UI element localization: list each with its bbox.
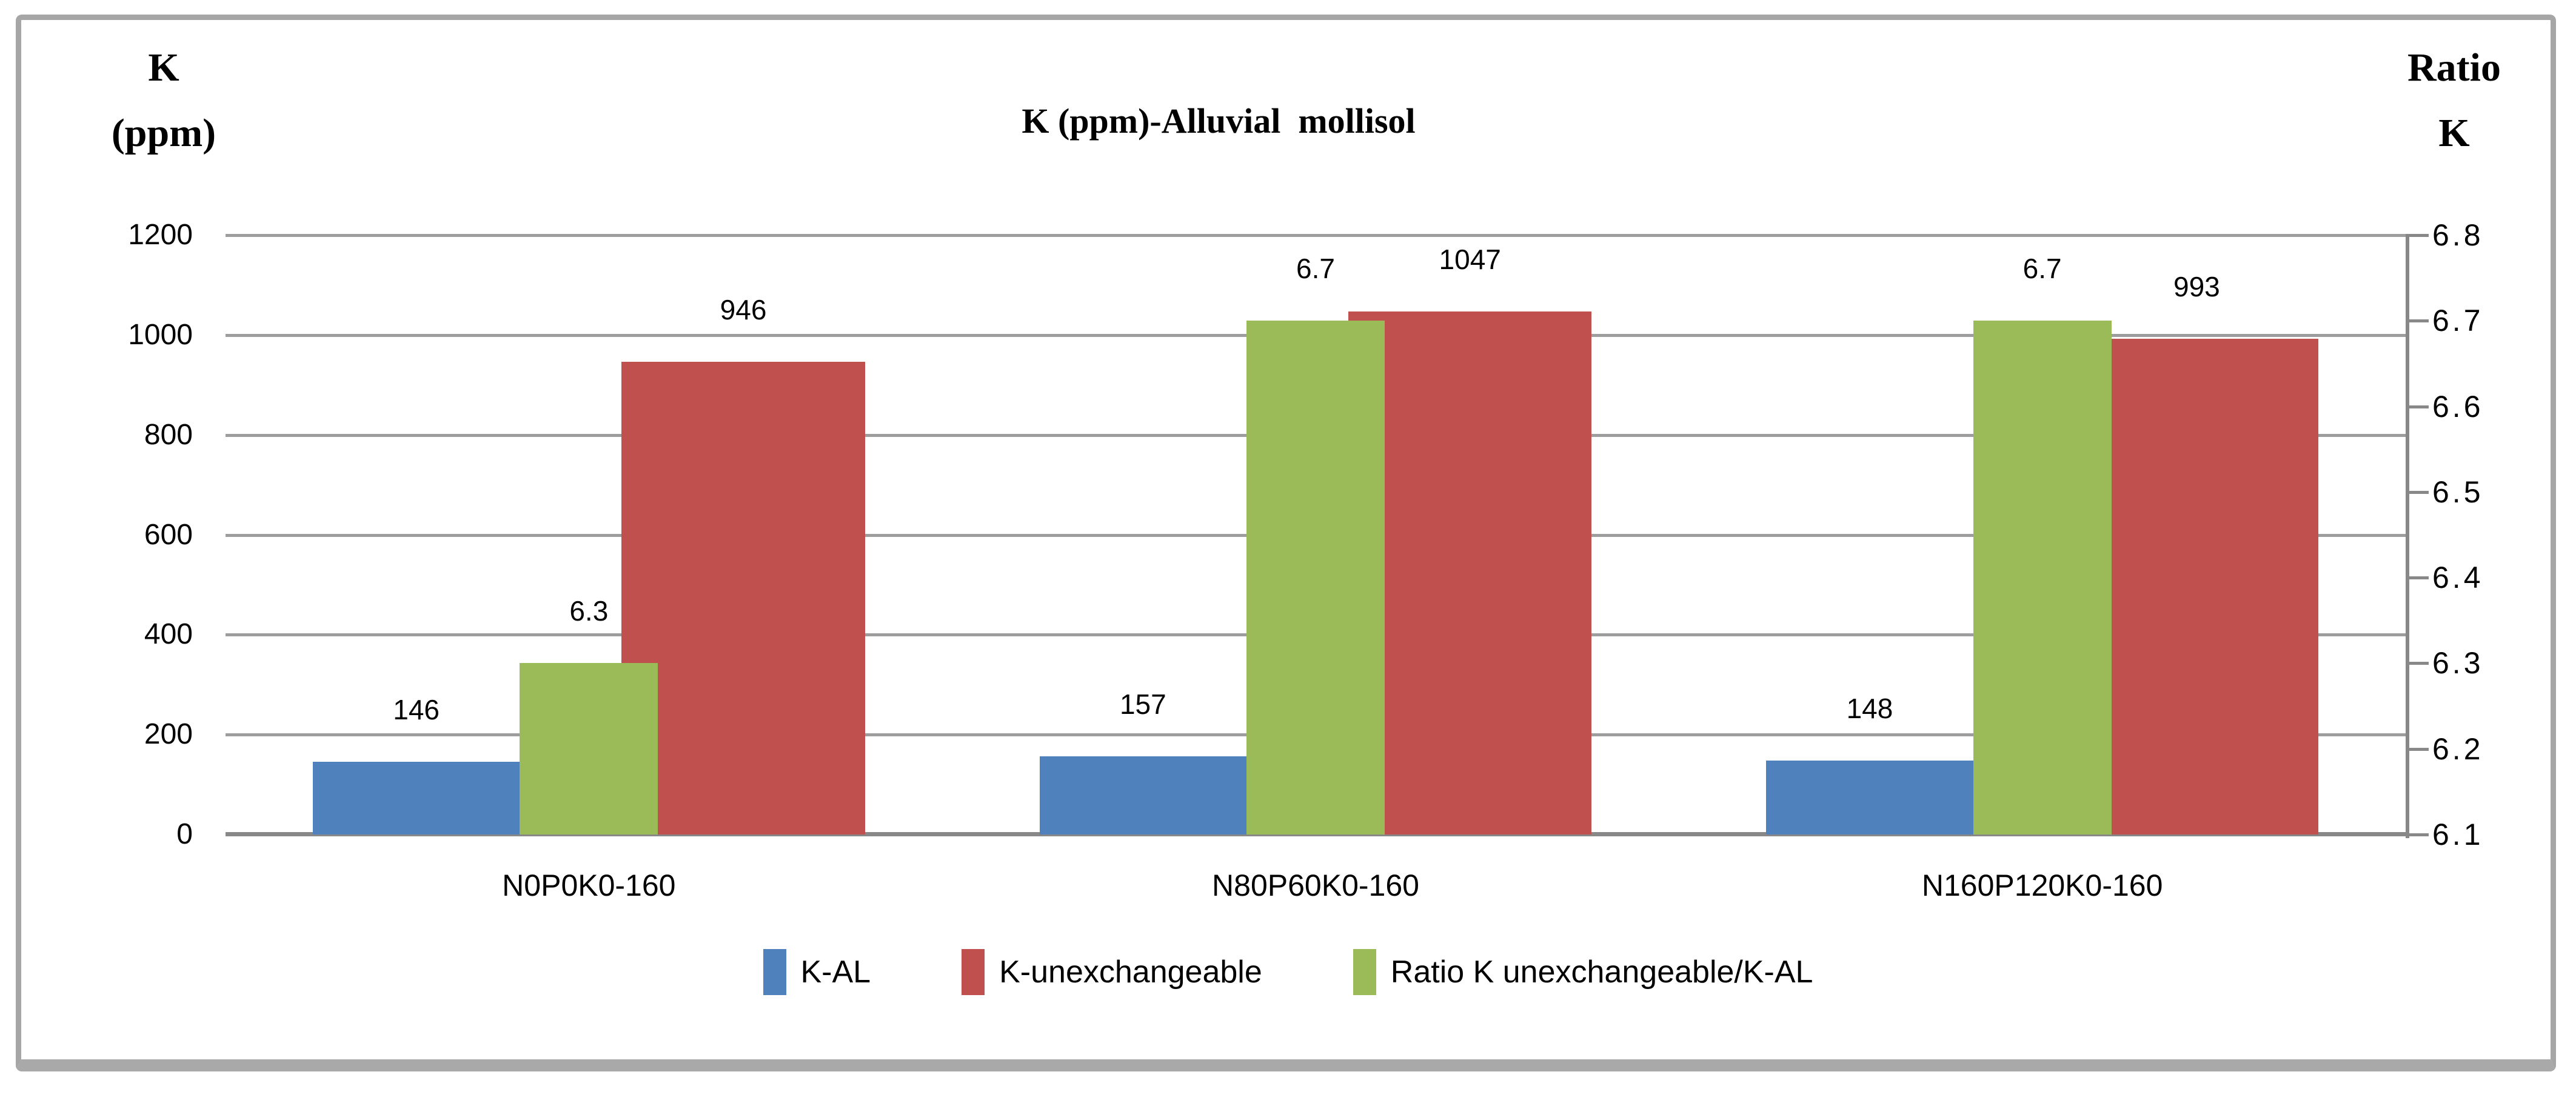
right-axis-line	[2406, 235, 2409, 838]
category-label-n160p120k0-160: N160P120K0-160	[1921, 868, 2163, 902]
right-axis-tick-6.2	[2406, 747, 2429, 751]
data-label-993-n160p120k0-160: 993	[2173, 270, 2220, 302]
right-axis-tick-label-6.6: 6.6	[2432, 389, 2484, 424]
legend-label-k-al: K-AL	[800, 954, 871, 990]
right-axis-tick-label-6.5: 6.5	[2432, 475, 2484, 509]
right-axis-tick-6.8	[2406, 234, 2429, 237]
right-axis-tick-label-6.7: 6.7	[2432, 304, 2484, 338]
left-axis-tick-label-600: 600	[144, 518, 193, 551]
left-axis-tick-label-800: 800	[144, 418, 193, 451]
right-axis-tick-6.5	[2406, 490, 2429, 494]
left-axis-title: K (ppm)	[61, 35, 267, 166]
bar-k-unexchangeable-n0p0k0-160	[621, 362, 865, 834]
data-label-6.7-n80p60k0-160: 6.7	[1296, 253, 1335, 285]
left-axis-title-line2: (ppm)	[111, 111, 216, 155]
left-axis-tick-label-1200: 1200	[128, 219, 193, 251]
legend: K-AL K-unexchangeable Ratio K unexchangeab…	[0, 943, 2576, 1001]
right-axis-tick-6.1	[2406, 833, 2429, 836]
data-label-157-n80p60k0-160: 157	[1119, 688, 1166, 720]
right-axis-tick-6.4	[2406, 576, 2429, 580]
legend-label-ratio-k-unexchangeable-k-al: Ratio K unexchangeable/K-AL	[1390, 954, 1813, 990]
category-label-n0p0k0-160: N0P0K0-160	[502, 868, 676, 902]
legend-item-k-al: K-AL	[763, 949, 871, 995]
legend-label-k-unexchangeable: K-unexchangeable	[999, 954, 1262, 990]
right-axis-title-line2: K	[2438, 111, 2470, 155]
right-axis-title: Ratio K	[2351, 35, 2557, 166]
right-axis-tick-6.7	[2406, 319, 2429, 323]
data-label-148-n160p120k0-160: 148	[1846, 693, 1893, 725]
bar-k-al-n80p60k0-160	[1039, 756, 1247, 834]
right-axis-title-line1: Ratio	[2407, 45, 2501, 90]
data-label-6.3-n0p0k0-160: 6.3	[569, 595, 609, 627]
bar-ratio-k-unexchangeable-k-al-n160p120k0-160	[1973, 321, 2112, 834]
left-axis-title-line1: K	[148, 45, 179, 90]
data-label-1047-n80p60k0-160: 1047	[1439, 244, 1501, 276]
bar-ratio-k-unexchangeable-k-al-n80p60k0-160	[1246, 321, 1385, 834]
right-axis-tick-label-6.1: 6.1	[2432, 818, 2484, 851]
category-label-n80p60k0-160: N80P60K0-160	[1212, 868, 1419, 902]
left-axis-tick-label-400: 400	[144, 618, 193, 651]
data-label-6.7-n160p120k0-160: 6.7	[2022, 253, 2062, 285]
right-axis-tick-label-6.2: 6.2	[2432, 731, 2484, 766]
data-label-946-n0p0k0-160: 946	[720, 294, 767, 326]
right-axis-tick-label-6.4: 6.4	[2432, 561, 2484, 595]
left-axis-tick-label-0: 0	[176, 818, 193, 850]
bar-k-unexchangeable-n160p120k0-160	[2075, 338, 2319, 834]
left-axis-tick-label-200: 200	[144, 718, 193, 751]
right-axis-tick-label-6.3: 6.3	[2432, 646, 2484, 681]
left-axis-tick-label-1000: 1000	[128, 318, 193, 351]
legend-swatch-icon-ratio-k-unexchangeable-k-al	[1353, 949, 1376, 995]
gridline-1200	[226, 234, 2406, 237]
plot-area: 146 946 6.3 157 1047 6.7 148 993 6.7	[226, 234, 2406, 836]
legend-item-k-unexchangeable: K-unexchangeable	[962, 949, 1262, 995]
data-label-146-n0p0k0-160: 146	[393, 693, 440, 725]
bar-k-al-n0p0k0-160	[312, 761, 520, 834]
right-axis-tick-6.6	[2406, 405, 2429, 408]
chart-title: K (ppm)-Alluvial mollisol	[1022, 101, 1416, 141]
bar-k-al-n160p120k0-160	[1766, 761, 1973, 834]
bar-k-unexchangeable-n80p60k0-160	[1348, 311, 1592, 834]
legend-item-ratio-k-unexchangeable-k-al: Ratio K unexchangeable/K-AL	[1353, 949, 1813, 995]
right-axis-tick-label-6.8: 6.8	[2432, 218, 2484, 252]
legend-swatch-icon-k-unexchangeable	[962, 949, 985, 995]
legend-swatch-icon-k-al	[763, 949, 786, 995]
bar-ratio-k-unexchangeable-k-al-n0p0k0-160	[520, 663, 658, 834]
right-axis-tick-6.3	[2406, 662, 2429, 665]
